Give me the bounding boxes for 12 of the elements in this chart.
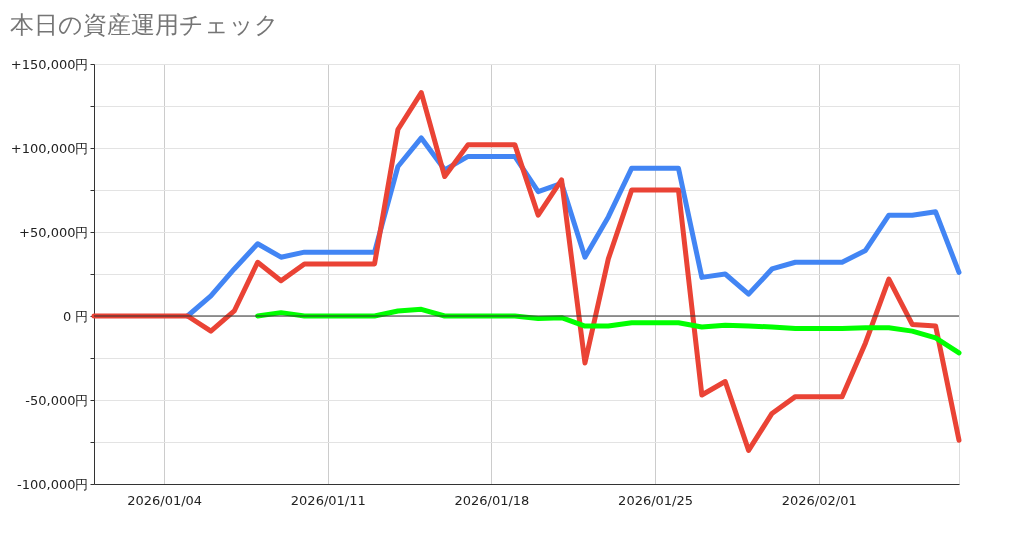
y-tick-label: 0 円 bbox=[63, 308, 89, 324]
x-tick-label: 2026/01/11 bbox=[290, 492, 366, 508]
y-tick-label: +50,000円 bbox=[19, 224, 89, 240]
x-tick-label: 2026/01/04 bbox=[127, 492, 203, 508]
y-tick-label: -100,000円 bbox=[17, 476, 89, 492]
y-tick-label: +150,000円 bbox=[10, 56, 89, 72]
x-tick-label: 2026/01/18 bbox=[454, 492, 530, 508]
chart-title: 本日の資産運用チェック bbox=[10, 11, 280, 39]
y-tick-label: -50,000円 bbox=[25, 392, 89, 408]
x-tick-label: 2026/01/25 bbox=[618, 492, 694, 508]
x-tick-label: 2026/02/01 bbox=[781, 492, 857, 508]
y-tick-label: +100,000円 bbox=[10, 140, 89, 156]
